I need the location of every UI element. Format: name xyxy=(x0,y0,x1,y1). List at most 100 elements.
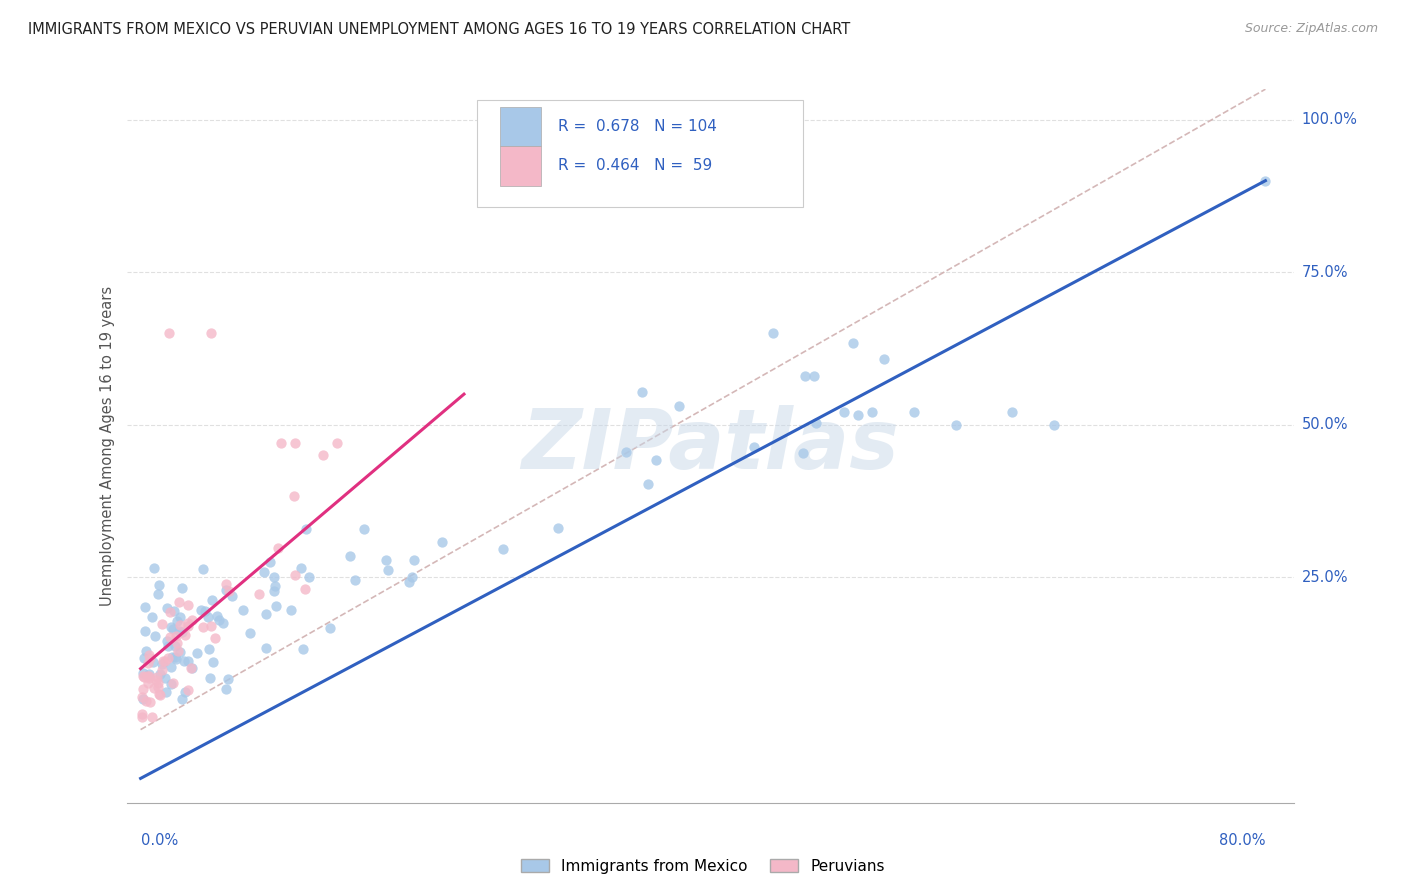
Point xyxy=(637,476,659,491)
Point xyxy=(172,625,194,640)
Point xyxy=(135,669,157,683)
Point xyxy=(160,660,183,674)
Point xyxy=(270,436,292,450)
Point xyxy=(215,577,238,591)
Point xyxy=(193,604,215,618)
Point xyxy=(792,445,814,459)
Point xyxy=(190,602,212,616)
Text: 0.0%: 0.0% xyxy=(141,833,177,848)
Point xyxy=(159,605,181,619)
Point xyxy=(215,583,238,598)
Point xyxy=(218,583,240,598)
Point xyxy=(172,692,194,706)
Point xyxy=(165,652,187,666)
Point xyxy=(142,655,165,669)
Text: Source: ZipAtlas.com: Source: ZipAtlas.com xyxy=(1244,22,1378,36)
Point xyxy=(146,675,169,690)
Point xyxy=(208,613,231,627)
Point xyxy=(166,636,188,650)
Point xyxy=(217,673,239,687)
Point xyxy=(136,676,159,690)
Point xyxy=(167,624,190,638)
Point xyxy=(547,521,569,535)
Point xyxy=(159,677,181,691)
Point xyxy=(903,405,925,419)
Point xyxy=(173,627,195,641)
Point xyxy=(401,569,423,583)
Point xyxy=(153,654,176,668)
Point xyxy=(163,604,186,618)
Point xyxy=(793,368,815,383)
Point xyxy=(492,541,515,556)
Point xyxy=(267,541,290,555)
Point xyxy=(191,562,214,576)
Text: ZIPatlas: ZIPatlas xyxy=(522,406,898,486)
Point xyxy=(1254,174,1277,188)
Point xyxy=(159,631,181,645)
Point xyxy=(169,645,191,659)
Point xyxy=(162,676,184,690)
Point xyxy=(873,352,896,367)
Point xyxy=(157,326,180,341)
Point xyxy=(138,667,160,681)
Point xyxy=(848,409,870,423)
Text: 50.0%: 50.0% xyxy=(1302,417,1348,432)
Point xyxy=(177,655,200,669)
Point xyxy=(146,681,169,695)
Point xyxy=(186,647,208,661)
Point xyxy=(742,440,765,454)
Point xyxy=(138,672,160,686)
Point xyxy=(162,622,184,636)
FancyBboxPatch shape xyxy=(501,107,541,146)
Point xyxy=(215,681,238,696)
Point xyxy=(201,655,224,669)
Point xyxy=(668,399,690,413)
Point xyxy=(139,651,162,665)
Point xyxy=(132,681,155,696)
Point xyxy=(860,405,883,419)
Point xyxy=(163,650,186,665)
Point xyxy=(232,603,254,617)
Point xyxy=(430,535,453,549)
Point xyxy=(298,570,321,584)
Point xyxy=(134,600,156,615)
Point xyxy=(193,620,215,634)
Point xyxy=(146,670,169,684)
Text: 80.0%: 80.0% xyxy=(1219,833,1265,848)
Text: 75.0%: 75.0% xyxy=(1302,265,1348,280)
Point xyxy=(212,616,235,631)
Point xyxy=(295,522,318,536)
Point xyxy=(614,445,637,459)
Y-axis label: Unemployment Among Ages 16 to 19 years: Unemployment Among Ages 16 to 19 years xyxy=(100,286,115,606)
Point xyxy=(1001,405,1024,419)
Point xyxy=(259,555,281,569)
Point xyxy=(294,582,316,596)
Point xyxy=(264,599,287,613)
Point xyxy=(145,673,167,687)
Point xyxy=(141,710,163,724)
Point xyxy=(398,574,420,589)
Point xyxy=(135,694,157,708)
Point xyxy=(264,579,287,593)
Point xyxy=(645,453,668,467)
FancyBboxPatch shape xyxy=(501,146,541,186)
Point xyxy=(263,584,285,599)
Point xyxy=(326,436,349,450)
Point xyxy=(138,648,160,662)
Point xyxy=(135,644,157,658)
Point xyxy=(841,336,863,351)
Point xyxy=(131,690,153,704)
Point xyxy=(142,681,165,696)
Point xyxy=(167,595,190,609)
FancyBboxPatch shape xyxy=(477,100,803,207)
Point xyxy=(177,598,200,612)
Point xyxy=(197,609,219,624)
Point xyxy=(150,664,173,678)
Point xyxy=(172,581,194,595)
Point xyxy=(201,593,224,607)
Point xyxy=(132,670,155,684)
Text: R =  0.464   N =  59: R = 0.464 N = 59 xyxy=(558,159,713,173)
Legend: Immigrants from Mexico, Peruvians: Immigrants from Mexico, Peruvians xyxy=(515,853,891,880)
Point xyxy=(159,620,181,634)
Point xyxy=(247,587,270,601)
